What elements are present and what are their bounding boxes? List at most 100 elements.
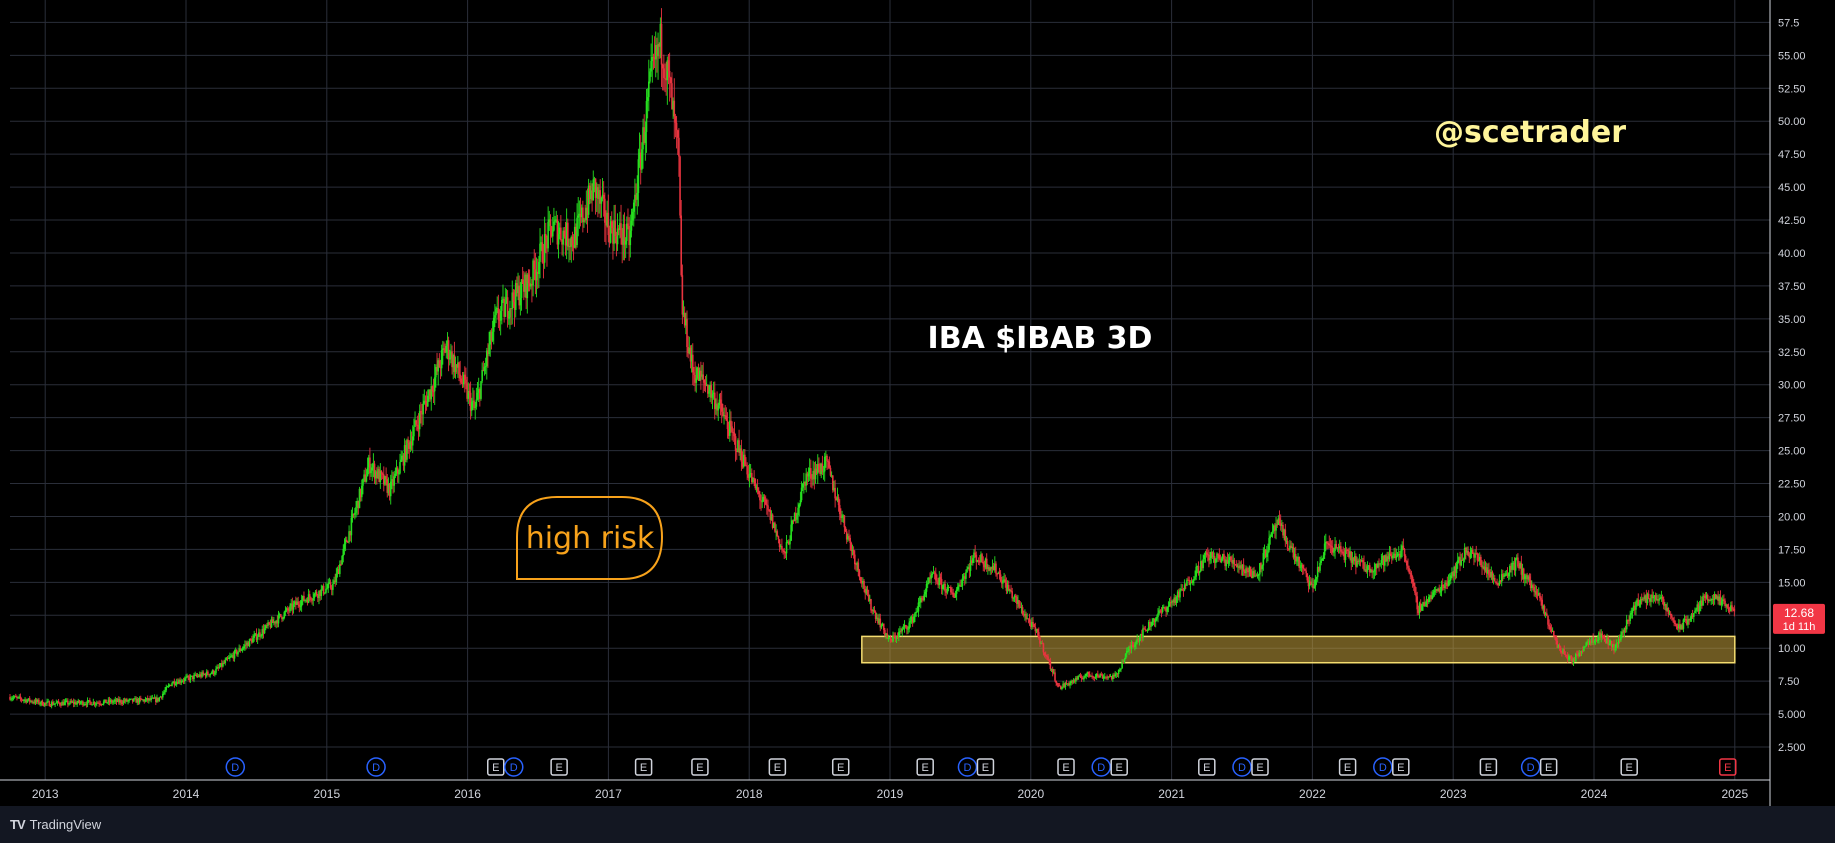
dividend-marker[interactable]: D bbox=[1091, 757, 1111, 777]
candle bbox=[554, 215, 556, 226]
earnings-marker[interactable]: E bbox=[1251, 758, 1269, 776]
candle bbox=[1586, 639, 1589, 646]
earnings-marker[interactable]: E bbox=[1198, 758, 1216, 776]
candle-body bbox=[462, 374, 465, 385]
candle-body bbox=[1062, 683, 1064, 688]
earnings-marker[interactable]: E bbox=[831, 758, 850, 776]
candle bbox=[104, 699, 106, 703]
dividend-marker[interactable]: D bbox=[1373, 757, 1393, 777]
candle-body bbox=[50, 702, 53, 707]
candle bbox=[285, 607, 288, 613]
earnings-marker[interactable]: E bbox=[550, 758, 568, 776]
dividend-marker[interactable]: D bbox=[225, 757, 246, 777]
earnings-marker[interactable]: E bbox=[768, 758, 787, 776]
candle bbox=[985, 553, 988, 572]
price-axis-labels[interactable]: 2.5005.0007.5010.0012.5015.0017.5020.002… bbox=[1778, 17, 1806, 754]
candle-body bbox=[1400, 550, 1402, 558]
candle bbox=[843, 514, 846, 535]
candle-body bbox=[1629, 614, 1631, 621]
earnings-marker[interactable]: E bbox=[976, 758, 995, 776]
candle bbox=[1673, 616, 1675, 627]
candle-body bbox=[467, 390, 470, 399]
dividend-marker[interactable]: D bbox=[1520, 757, 1541, 777]
candle-body bbox=[1710, 599, 1712, 601]
earnings-marker[interactable]: E bbox=[1620, 758, 1638, 776]
candle bbox=[284, 606, 287, 617]
candle-body bbox=[864, 588, 867, 594]
earnings-marker[interactable]: E bbox=[691, 758, 709, 776]
candle bbox=[873, 606, 876, 613]
candle bbox=[923, 589, 926, 602]
candle-body bbox=[1453, 566, 1456, 577]
earnings-marker[interactable]: E bbox=[1392, 758, 1410, 776]
candle bbox=[406, 438, 408, 463]
candle-body bbox=[810, 468, 812, 479]
time-axis-labels[interactable]: 2013 2014 2015 2016 2017 2018 2019 2020 2021 2022… bbox=[32, 787, 1749, 801]
earnings-marker[interactable]: E bbox=[1057, 758, 1075, 776]
earnings-marker[interactable]: E bbox=[1479, 758, 1498, 776]
candle bbox=[1596, 635, 1599, 644]
dividend-marker[interactable]: D bbox=[504, 757, 524, 777]
candle-body bbox=[304, 599, 306, 601]
candle-body bbox=[1660, 596, 1663, 599]
candle bbox=[230, 653, 232, 658]
candle bbox=[1416, 591, 1419, 616]
earnings-marker[interactable]: E bbox=[1719, 758, 1737, 776]
high-risk-callout[interactable]: high risk bbox=[516, 496, 664, 580]
candle bbox=[730, 411, 732, 433]
candle-body bbox=[1667, 608, 1670, 615]
candle-body bbox=[543, 234, 546, 263]
candle-body bbox=[217, 667, 220, 669]
candle-body bbox=[623, 224, 626, 245]
candle bbox=[948, 586, 951, 588]
candle bbox=[1080, 674, 1083, 682]
candle-body bbox=[1075, 677, 1077, 682]
tradingview-brand[interactable]: TV TradingView bbox=[10, 817, 101, 832]
candle bbox=[18, 694, 21, 700]
earnings-marker[interactable]: E bbox=[487, 758, 505, 776]
candle bbox=[349, 530, 352, 542]
candle-body bbox=[1181, 589, 1184, 591]
candle bbox=[439, 359, 442, 380]
candle-body bbox=[87, 700, 90, 702]
candle-body bbox=[225, 658, 228, 661]
candle-body bbox=[135, 698, 137, 703]
dividend-marker[interactable]: D bbox=[366, 757, 386, 777]
candle-body bbox=[555, 219, 558, 221]
candle bbox=[417, 413, 420, 441]
candle bbox=[1652, 591, 1655, 604]
candle bbox=[143, 698, 146, 704]
candle-body bbox=[459, 374, 461, 379]
candle bbox=[1055, 680, 1057, 686]
dividend-marker[interactable]: D bbox=[957, 757, 978, 777]
candle-body bbox=[807, 473, 810, 477]
candle-body bbox=[1189, 582, 1192, 585]
earnings-marker[interactable]: E bbox=[1539, 758, 1558, 776]
candle-body bbox=[972, 558, 974, 563]
candle-body bbox=[469, 392, 472, 411]
dividend-marker[interactable]: D bbox=[1232, 757, 1252, 777]
earnings-marker[interactable]: E bbox=[1110, 758, 1128, 776]
candle-body bbox=[303, 595, 305, 601]
candle bbox=[631, 208, 634, 226]
candle-body bbox=[712, 392, 715, 395]
candle-body bbox=[591, 190, 593, 201]
candle bbox=[968, 563, 971, 578]
candle bbox=[298, 601, 301, 613]
support-zone[interactable] bbox=[861, 635, 1736, 664]
candle bbox=[323, 592, 326, 595]
candle bbox=[1281, 519, 1283, 533]
candle-body bbox=[220, 663, 223, 667]
earnings-marker[interactable]: E bbox=[1338, 758, 1357, 776]
candle bbox=[1119, 667, 1121, 672]
candle bbox=[429, 389, 431, 402]
earnings-marker[interactable]: E bbox=[916, 758, 934, 776]
earnings-marker[interactable]: E bbox=[634, 758, 653, 776]
candle bbox=[838, 499, 841, 521]
candle bbox=[1220, 556, 1223, 564]
candle-body bbox=[1462, 558, 1465, 561]
candle bbox=[1556, 637, 1559, 648]
candle-body bbox=[1385, 555, 1387, 562]
